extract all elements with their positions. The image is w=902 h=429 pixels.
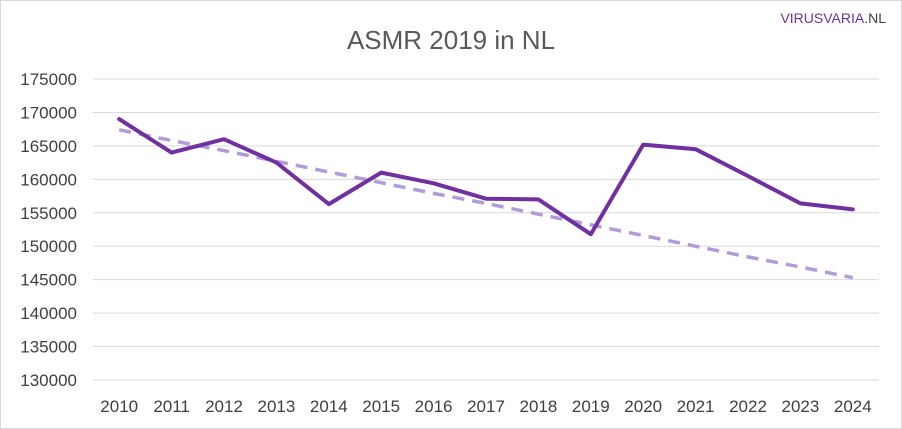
x-tick-label: 2021 [677,397,715,416]
trend-line-series [118,128,854,280]
brand-part-2: .NL [864,10,886,26]
y-axis-tick-labels: 130000 135000 140000 145000 150000 155000 1600… [20,70,77,390]
x-tick-label: 2015 [362,397,400,416]
y-tick-label: 175000 [20,70,77,89]
x-axis-tick-labels: 2010 2011 2012 2013 2014 2015 2016 2017 2018 2019… [100,397,871,416]
series-lines [117,117,855,280]
x-tick-label: 2020 [624,397,662,416]
chart-title: ASMR 2019 in NL [347,25,555,55]
x-tick-label: 2016 [415,397,453,416]
x-tick-label: 2019 [572,397,610,416]
y-tick-label: 145000 [20,271,77,290]
y-tick-label: 130000 [20,371,77,390]
x-tick-label: 2010 [100,397,138,416]
brand-logo: VIRUSVARIA.NL [780,10,886,26]
grid-lines [93,78,879,381]
y-tick-label: 135000 [20,338,77,357]
brand-part-1: VIRUSVARIA [780,10,864,26]
x-tick-label: 2018 [519,397,557,416]
x-tick-label: 2022 [729,397,767,416]
y-tick-label: 170000 [20,103,77,122]
x-tick-label: 2012 [205,397,243,416]
y-tick-label: 150000 [20,237,77,256]
x-tick-label: 2014 [310,397,348,416]
y-tick-label: 140000 [20,304,77,323]
x-tick-label: 2023 [781,397,819,416]
y-tick-label: 165000 [20,137,77,156]
x-tick-label: 2011 [153,397,190,416]
x-tick-label: 2024 [834,397,872,416]
y-tick-label: 160000 [20,170,77,189]
y-tick-label: 155000 [20,204,77,223]
x-tick-label: 2013 [257,397,295,416]
x-tick-label: 2017 [467,397,505,416]
asmr-line-series [117,117,855,237]
